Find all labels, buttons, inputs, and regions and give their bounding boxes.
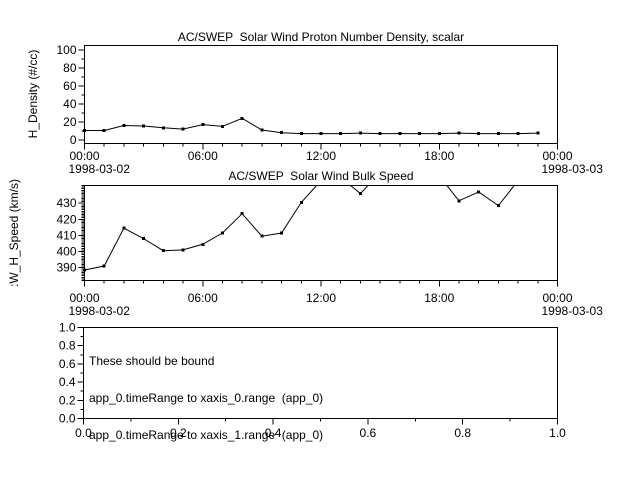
data-point (240, 116, 244, 120)
x-tick-label: 06:00 (188, 149, 218, 163)
data-point (457, 131, 461, 135)
x-axis-date-label: 1998-03-03 (542, 304, 604, 318)
y-tick-label: 1.0 (59, 321, 76, 335)
data-point (280, 231, 284, 235)
x-axis-date-label: 1998-03-02 (69, 304, 131, 318)
y-tick-label: 100 (56, 43, 76, 57)
data-point (378, 132, 382, 136)
data-point (496, 132, 500, 136)
data-point (457, 199, 461, 203)
x-tick-label: 00:00 (69, 291, 99, 305)
data-point (260, 234, 264, 238)
data-series-line (84, 117, 538, 135)
data-point (437, 132, 441, 136)
data-point (142, 124, 146, 128)
axis-ticks (78, 185, 558, 287)
data-point (319, 132, 323, 136)
x-tick-label: 0.4 (265, 426, 282, 440)
data-point (536, 131, 540, 135)
data-point (161, 126, 165, 130)
axis-ticks (78, 49, 558, 150)
binding-annotation: These should be bound app_0.timeRange to… (89, 331, 323, 465)
y-tick-label: 430 (56, 196, 76, 210)
annotation-line-3: app_0.timeRange to xaxis_1.range (app_0) (89, 427, 324, 442)
x-tick-label: 00:00 (69, 149, 99, 163)
data-point (418, 132, 422, 136)
axis-ticks (77, 327, 558, 425)
x-tick-label: 0.2 (170, 426, 187, 440)
plot-frame (84, 45, 558, 144)
y-tick-label: 410 (56, 228, 76, 242)
data-point (220, 231, 224, 235)
data-point (83, 128, 86, 132)
x-tick-label: 12:00 (306, 291, 336, 305)
data-point (122, 226, 126, 230)
data-point (122, 124, 126, 128)
x-tick-label: 18:00 (424, 291, 454, 305)
y-tick-label: 390 (56, 261, 76, 275)
y-tick-label: 420 (56, 212, 76, 226)
data-point (358, 192, 362, 196)
x-tick-label: 06:00 (188, 291, 218, 305)
y-tick-label: 40 (63, 97, 77, 111)
density-chart-title: AC/SWEP Solar Wind Proton Number Density… (177, 30, 465, 44)
plot-frame (84, 185, 558, 281)
data-series-line (84, 185, 515, 271)
data-point (201, 242, 205, 246)
density-y-axis-label: H_Density (#/cc) (26, 49, 40, 139)
data-point (240, 212, 244, 216)
y-tick-label: 60 (63, 79, 77, 93)
annotation-line-1: These should be bound (89, 354, 215, 369)
x-axis-date-label: 1998-03-02 (69, 162, 131, 176)
annotation-line-2: app_0.timeRange to xaxis_0.range (app_0) (89, 391, 324, 406)
y-tick-label: 0 (70, 133, 77, 147)
speed-chart-title: AC/SWEP Solar Wind Bulk Speed (228, 169, 414, 183)
data-point (161, 249, 165, 253)
x-tick-label: 0.0 (75, 426, 92, 440)
x-tick-label: 18:00 (424, 149, 454, 163)
y-tick-label: 0.8 (59, 339, 76, 353)
y-tick-label: 0.4 (59, 375, 76, 389)
x-tick-label: 12:00 (306, 149, 336, 163)
binding-panel-plot[interactable]: 0.0 0.2 0.4 0.6 0.8 1.0 0.0 0.2 0.4 0.6 0.8 1.0 (59, 321, 566, 441)
data-point (220, 124, 224, 128)
data-point (260, 128, 264, 132)
data-series (83, 185, 515, 272)
data-point (142, 237, 146, 241)
data-point (496, 204, 500, 208)
data-point (83, 268, 86, 272)
data-point (201, 123, 205, 127)
y-tick-label: 80 (63, 61, 77, 75)
data-point (299, 200, 303, 204)
x-tick-label: 0.8 (454, 426, 471, 440)
data-point (280, 131, 284, 135)
y-tick-label: 0.0 (59, 412, 76, 426)
data-series (83, 116, 540, 136)
y-tick-label: 20 (63, 115, 77, 129)
data-point (477, 190, 481, 194)
data-point (181, 127, 185, 131)
data-point (181, 248, 185, 252)
data-point (358, 131, 362, 135)
x-axis-date-label: 1998-03-03 (542, 162, 604, 176)
x-tick-label: 1.0 (549, 426, 566, 440)
y-tick-label: 0.6 (59, 357, 76, 371)
data-point (102, 264, 106, 268)
x-tick-label: 0.6 (360, 426, 377, 440)
speed-y-axis-label: :W_H_Speed (km/s) (7, 178, 21, 288)
x-tick-label: 00:00 (542, 291, 572, 305)
data-point (102, 128, 106, 132)
data-point (339, 132, 343, 136)
data-point (398, 132, 402, 136)
y-tick-label: 400 (56, 245, 76, 259)
data-point (477, 132, 481, 136)
data-point (299, 132, 303, 136)
x-tick-label: 00:00 (542, 149, 572, 163)
y-tick-label: 0.2 (59, 393, 76, 407)
data-point (516, 132, 520, 136)
